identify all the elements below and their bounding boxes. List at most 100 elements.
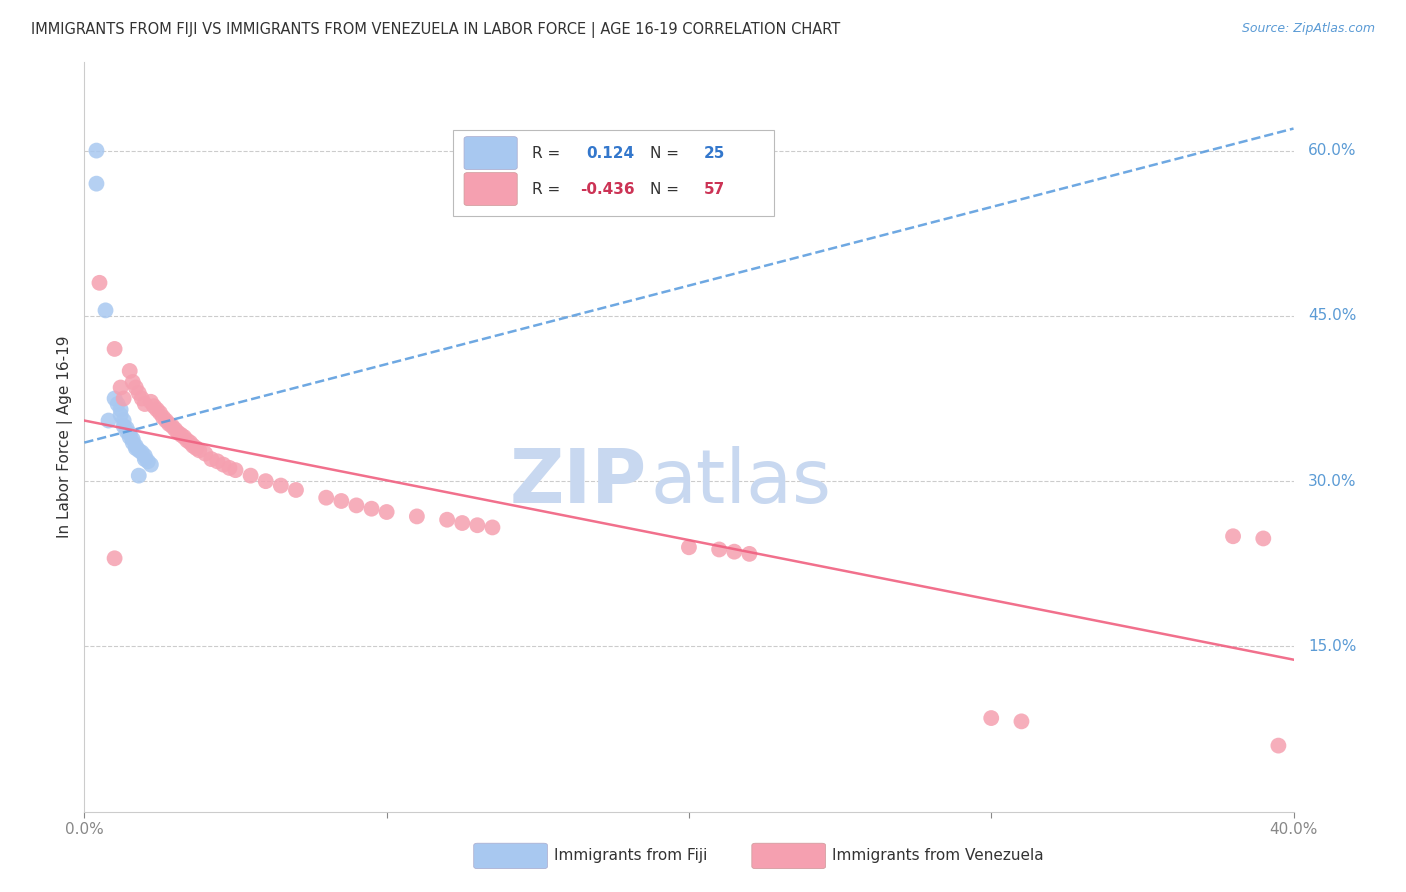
Point — [186, 441, 208, 455]
Point — [738, 547, 761, 561]
Point — [1253, 532, 1275, 546]
Point — [131, 392, 153, 406]
Point — [436, 513, 458, 527]
Point — [212, 458, 235, 472]
Point — [723, 544, 745, 558]
Point — [112, 413, 135, 427]
Text: ZIP: ZIP — [509, 445, 647, 518]
Point — [110, 408, 132, 422]
Point — [406, 509, 429, 524]
Point — [104, 392, 127, 406]
Point — [167, 425, 190, 440]
Point — [149, 406, 172, 420]
Point — [254, 474, 277, 488]
Point — [128, 386, 150, 401]
Point — [121, 435, 143, 450]
Point — [86, 177, 108, 191]
Text: 15.0%: 15.0% — [1308, 639, 1357, 654]
Text: Source: ZipAtlas.com: Source: ZipAtlas.com — [1241, 22, 1375, 36]
Point — [125, 439, 148, 453]
Text: N =: N = — [650, 145, 685, 161]
Point — [709, 542, 731, 557]
Point — [239, 468, 262, 483]
Text: 57: 57 — [703, 182, 724, 196]
Point — [173, 430, 195, 444]
Point — [270, 478, 292, 492]
Point — [125, 380, 148, 394]
Text: R =: R = — [531, 145, 565, 161]
Point — [165, 422, 187, 436]
Point — [89, 276, 111, 290]
Point — [194, 447, 217, 461]
Point — [678, 541, 700, 555]
FancyBboxPatch shape — [453, 130, 773, 216]
Point — [134, 449, 156, 463]
FancyBboxPatch shape — [464, 136, 517, 169]
FancyBboxPatch shape — [474, 843, 547, 869]
Text: 45.0%: 45.0% — [1308, 309, 1357, 324]
Point — [451, 516, 474, 530]
Point — [176, 434, 198, 448]
Point — [285, 483, 308, 497]
Point — [136, 454, 159, 468]
Point — [112, 392, 135, 406]
Text: 25: 25 — [703, 145, 725, 161]
Point — [181, 439, 204, 453]
Point — [315, 491, 337, 505]
Point — [980, 711, 1002, 725]
Point — [170, 428, 193, 442]
Text: N =: N = — [650, 182, 685, 196]
Point — [110, 380, 132, 394]
Point — [118, 430, 141, 444]
Point — [360, 501, 382, 516]
Point — [94, 303, 117, 318]
Point — [107, 397, 129, 411]
Point — [207, 454, 229, 468]
Text: Immigrants from Venezuela: Immigrants from Venezuela — [831, 848, 1043, 863]
Point — [118, 364, 141, 378]
Point — [121, 375, 143, 389]
Point — [115, 425, 138, 439]
Point — [86, 144, 108, 158]
Point — [128, 443, 150, 458]
Point — [134, 397, 156, 411]
Point — [134, 452, 156, 467]
Text: Immigrants from Fiji: Immigrants from Fiji — [554, 848, 707, 863]
Text: 30.0%: 30.0% — [1308, 474, 1357, 489]
Point — [179, 435, 201, 450]
Point — [118, 426, 141, 441]
Point — [139, 394, 162, 409]
Point — [112, 419, 135, 434]
FancyBboxPatch shape — [464, 172, 517, 205]
Point — [200, 452, 222, 467]
Point — [218, 461, 240, 475]
Point — [131, 445, 153, 459]
Point — [330, 494, 353, 508]
Point — [152, 410, 174, 425]
Text: IMMIGRANTS FROM FIJI VS IMMIGRANTS FROM VENEZUELA IN LABOR FORCE | AGE 16-19 COR: IMMIGRANTS FROM FIJI VS IMMIGRANTS FROM … — [31, 22, 841, 38]
Text: 0.124: 0.124 — [586, 145, 634, 161]
Point — [188, 443, 211, 458]
Point — [1222, 529, 1244, 543]
Text: R =: R = — [531, 182, 565, 196]
Point — [104, 551, 127, 566]
Point — [110, 402, 132, 417]
Y-axis label: In Labor Force | Age 16-19: In Labor Force | Age 16-19 — [58, 335, 73, 539]
Point — [225, 463, 247, 477]
Point — [115, 421, 138, 435]
Point — [157, 417, 180, 431]
Point — [1011, 714, 1033, 729]
Point — [346, 499, 368, 513]
Point — [481, 520, 503, 534]
Point — [128, 468, 150, 483]
Text: -0.436: -0.436 — [581, 182, 634, 196]
Point — [160, 419, 183, 434]
Point — [97, 413, 120, 427]
FancyBboxPatch shape — [752, 843, 825, 869]
Point — [121, 432, 143, 446]
Point — [104, 342, 127, 356]
Text: 60.0%: 60.0% — [1308, 143, 1357, 158]
Point — [125, 441, 148, 455]
Point — [146, 402, 169, 417]
Text: atlas: atlas — [650, 445, 831, 518]
